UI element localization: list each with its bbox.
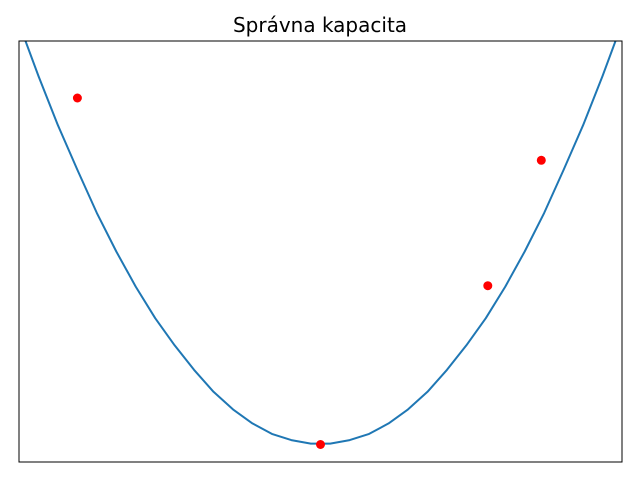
plot-frame xyxy=(18,40,623,463)
plot-area xyxy=(24,41,617,449)
curve-line xyxy=(24,41,617,445)
data-point-1 xyxy=(72,93,82,103)
chart-title: Správna kapacita xyxy=(233,13,407,37)
data-point-3 xyxy=(483,281,493,291)
data-point-2 xyxy=(316,440,325,449)
data-point-4 xyxy=(536,155,546,165)
